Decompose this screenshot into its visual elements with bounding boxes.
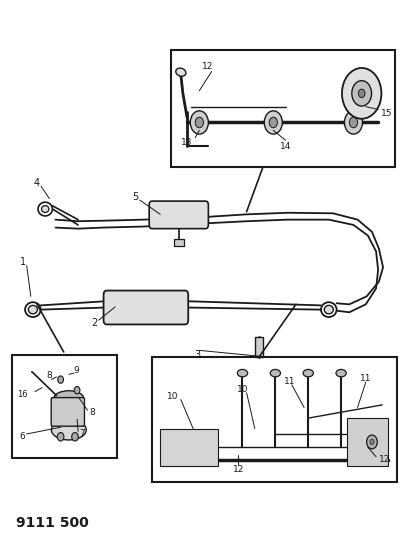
Text: 12: 12	[202, 62, 213, 71]
Circle shape	[52, 397, 58, 405]
Ellipse shape	[176, 68, 186, 76]
Text: 7: 7	[79, 430, 85, 439]
Text: 14: 14	[280, 142, 291, 151]
Text: 8: 8	[46, 372, 52, 380]
Circle shape	[264, 111, 282, 134]
Circle shape	[358, 89, 365, 98]
Circle shape	[195, 117, 203, 128]
Text: 2: 2	[91, 318, 98, 328]
Text: 10: 10	[237, 384, 248, 393]
Circle shape	[74, 386, 80, 394]
Circle shape	[342, 68, 381, 119]
Text: 4: 4	[34, 177, 40, 188]
Circle shape	[349, 117, 358, 128]
FancyBboxPatch shape	[51, 398, 85, 426]
Text: 10: 10	[167, 392, 178, 401]
Bar	[152, 357, 397, 482]
Ellipse shape	[42, 206, 49, 213]
Text: 3: 3	[194, 350, 200, 360]
FancyBboxPatch shape	[149, 201, 208, 229]
FancyBboxPatch shape	[104, 290, 188, 325]
Circle shape	[367, 435, 377, 449]
Bar	[174, 239, 184, 246]
Text: 6: 6	[19, 432, 25, 441]
Bar	[255, 337, 263, 357]
Ellipse shape	[28, 305, 37, 314]
Text: 11: 11	[360, 374, 372, 383]
Text: 1: 1	[20, 257, 25, 267]
Text: 12: 12	[379, 455, 390, 464]
Ellipse shape	[237, 369, 247, 377]
Bar	[347, 418, 388, 466]
Circle shape	[370, 439, 374, 445]
Text: 9111 500: 9111 500	[16, 516, 89, 530]
Ellipse shape	[270, 369, 280, 377]
Ellipse shape	[54, 391, 84, 406]
Circle shape	[58, 376, 63, 383]
Ellipse shape	[324, 305, 333, 314]
Bar	[12, 354, 117, 458]
Text: 15: 15	[381, 109, 392, 118]
Ellipse shape	[336, 369, 346, 377]
Text: 11: 11	[284, 377, 296, 385]
Circle shape	[352, 80, 372, 106]
Ellipse shape	[303, 369, 313, 377]
Circle shape	[57, 433, 64, 441]
Text: 12: 12	[233, 465, 244, 474]
Circle shape	[344, 111, 363, 134]
Text: 5: 5	[132, 192, 139, 202]
Text: 16: 16	[17, 390, 28, 399]
Circle shape	[190, 111, 208, 134]
Circle shape	[269, 117, 277, 128]
Text: 9: 9	[73, 366, 79, 375]
Bar	[160, 429, 218, 466]
Bar	[171, 50, 395, 167]
Circle shape	[72, 433, 78, 441]
Text: 8: 8	[90, 408, 95, 417]
Text: 13: 13	[181, 139, 193, 148]
Ellipse shape	[51, 420, 86, 440]
